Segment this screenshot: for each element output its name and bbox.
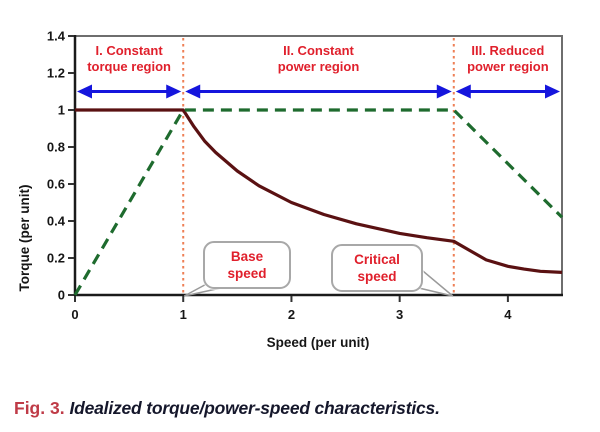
callout-base-speed: Base speed [203,241,291,289]
callout-critical-speed-line1: Critical [354,252,400,267]
x-tick-label: 3 [396,307,404,322]
plot-border [74,35,563,296]
x-tick-label: 2 [287,307,296,322]
region-label-2-line2: power region [277,58,360,74]
y-tick-label: 0 [57,287,65,303]
figure-caption: Fig. 3. Idealized torque/power-speed cha… [14,398,440,419]
x-tick-label: 1 [179,307,187,322]
callout-base-speed-line1: Base [230,249,264,264]
y-tick-label: 0.4 [46,213,65,229]
region-label-1: I. Constant torque region [87,43,171,74]
region-label-2: II. Constant power region [278,43,360,74]
y-tick-label: 1.4 [46,28,65,44]
region-label-2-line1: II. Constant [283,43,354,58]
figure-caption-text: Idealized torque/power-speed characteris… [69,398,440,418]
series-power-line [73,108,564,296]
y-tick-label: 0.6 [46,176,65,192]
region-label-3-line2: power region [467,58,549,74]
region-arrow-head-left-2 [185,84,201,99]
region-label-3: III. Reduced power region [467,43,549,74]
y-tick-label: 0.8 [46,139,65,155]
region-arrow-head-right-1 [166,84,182,99]
x-tick-label: 0 [71,307,79,322]
region-label-1-line2: torque region [87,58,171,74]
y-tick-label: 1.2 [46,65,65,81]
region-arrow-head-right-3 [545,84,560,99]
y-axis-title: Torque (per unit) [17,184,32,292]
x-axis-title: Speed (per unit) [266,335,370,350]
callout-base-speed-line2: speed [227,266,267,281]
figure-caption-label: Fig. 3. [14,398,65,418]
region-arrow-head-right-2 [436,84,452,99]
region-arrow-head-left-3 [455,84,471,99]
x-tick-label: 4 [504,307,512,322]
y-tick-label: 0.2 [46,250,65,266]
region-label-3-line1: III. Reduced [471,43,545,58]
region-arrow-head-left-1 [77,84,92,99]
callout-critical-speed: Critical speed [331,244,423,292]
chart-area: Torque (per unit) Speed (per unit) 0 1 2 3 4… [17,28,564,350]
region-label-1-line1: I. Constant [95,43,163,58]
callout-critical-speed-line2: speed [357,269,397,284]
y-tick-label: 1 [57,102,65,118]
series-torque-line [75,108,563,274]
